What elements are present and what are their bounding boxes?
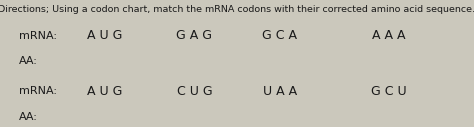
Text: A U G: A U G bbox=[87, 29, 122, 42]
Text: G C A: G C A bbox=[262, 29, 297, 42]
Text: G C U: G C U bbox=[371, 85, 407, 98]
Text: A A A: A A A bbox=[372, 29, 405, 42]
Text: AA:: AA: bbox=[19, 112, 38, 122]
Text: Directions; Using a codon chart, match the mRNA codons with their corrected amin: Directions; Using a codon chart, match t… bbox=[0, 5, 474, 14]
Text: C U G: C U G bbox=[176, 85, 212, 98]
Text: U A A: U A A bbox=[263, 85, 297, 98]
Text: G A G: G A G bbox=[176, 29, 212, 42]
Text: AA:: AA: bbox=[19, 56, 38, 66]
Text: mRNA:: mRNA: bbox=[19, 86, 57, 96]
Text: mRNA:: mRNA: bbox=[19, 31, 57, 41]
Text: A U G: A U G bbox=[87, 85, 122, 98]
